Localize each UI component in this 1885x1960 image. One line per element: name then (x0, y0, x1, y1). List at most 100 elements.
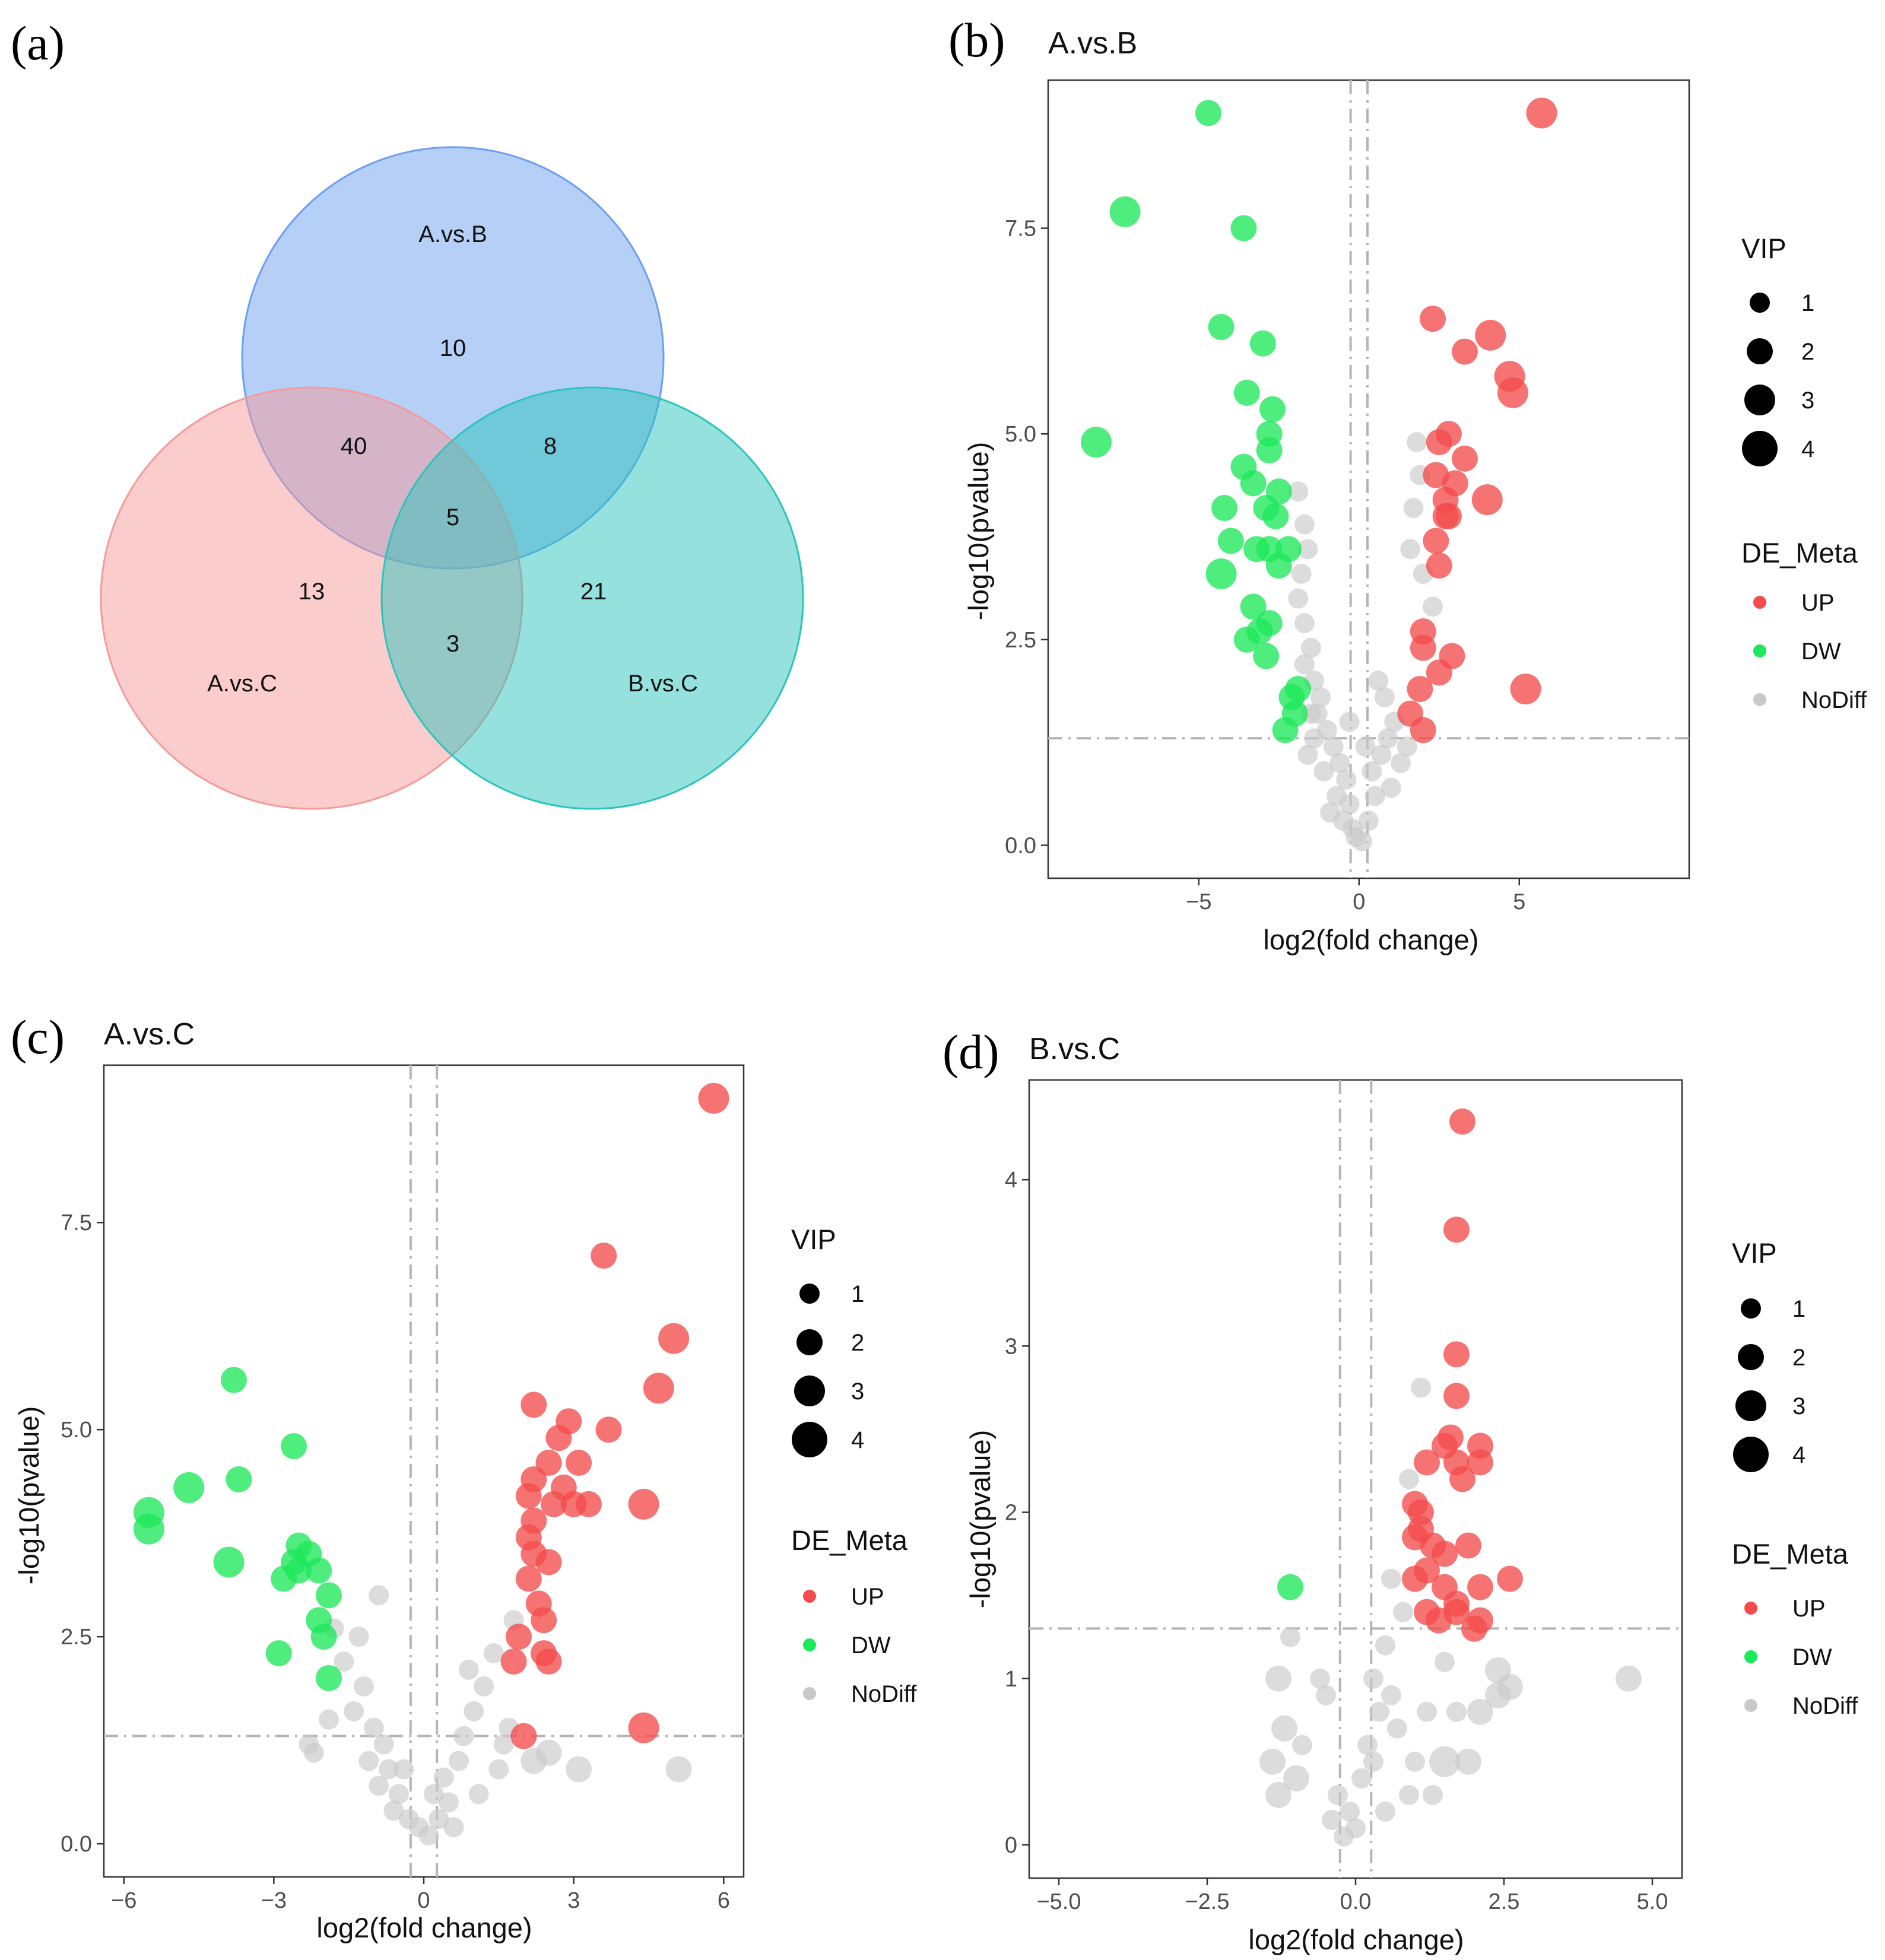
x-tick-label: 6 (718, 1888, 730, 1913)
point-up (1475, 319, 1506, 351)
point-up (1449, 1466, 1475, 1492)
point-up (1467, 1574, 1493, 1600)
point-up (1426, 552, 1452, 579)
point-up (1449, 1108, 1475, 1135)
point-nodiff (1381, 777, 1401, 798)
point-dw (306, 1557, 332, 1584)
point-nodiff (1310, 1668, 1330, 1689)
point-nodiff (1297, 745, 1318, 765)
venn-count-ac-only: 13 (299, 579, 325, 605)
point-nodiff (566, 1756, 592, 1783)
point-nodiff (458, 1660, 479, 1681)
panel-a-letter: (a) (11, 16, 65, 70)
x-tick-label: 3 (567, 1888, 580, 1913)
point-nodiff (1294, 654, 1315, 675)
panel-c: (c) A.vs.C −6 −3 0 3 6 0.0 2.5 5.0 7.5 log2(fold… (11, 1010, 917, 1943)
legend-d: VIP DE_Meta 1 2 3 4 UP DW NoDiff (1732, 1237, 1858, 1719)
point-nodiff (1407, 432, 1427, 453)
point-nodiff (1375, 1635, 1395, 1656)
point-nodiff (1280, 1627, 1300, 1647)
panel-c-letter: (c) (11, 1010, 65, 1064)
point-nodiff (1616, 1665, 1642, 1692)
legend-de-label: UP (851, 1584, 884, 1610)
point-nodiff (1378, 728, 1398, 749)
point-nodiff (1352, 831, 1373, 852)
x-tick-label: −5.0 (1036, 1889, 1081, 1914)
point-nodiff (429, 1809, 449, 1829)
venn-count-ac-bc: 3 (446, 631, 459, 657)
legend-vip-label: 2 (1801, 339, 1814, 365)
point-dw (213, 1546, 245, 1578)
point-up (1497, 1565, 1523, 1592)
legend-de-label: NoDiff (1792, 1693, 1858, 1719)
x-tick-label: 2.5 (1489, 1889, 1520, 1914)
legend-de-key (1744, 1699, 1757, 1712)
venn-count-ab-only: 10 (440, 335, 467, 361)
point-up (575, 1491, 602, 1517)
point-up (1443, 1341, 1470, 1368)
x-tick-label: −3 (261, 1888, 287, 1913)
legend-b: VIP DE_Meta 1 2 3 4 UP DW NoDiff (1741, 233, 1867, 713)
legend-de-label: NoDiff (1801, 687, 1867, 713)
point-nodiff (1391, 752, 1411, 773)
point-up (566, 1450, 592, 1476)
point-nodiff (474, 1676, 494, 1697)
point-up (591, 1243, 617, 1269)
point-nodiff (1364, 786, 1385, 806)
point-up (1402, 1565, 1428, 1592)
point-dw (133, 1513, 164, 1545)
point-up (515, 1565, 542, 1592)
legend-de-key (1744, 1602, 1757, 1615)
point-dw (271, 1565, 297, 1592)
point-nodiff (448, 1751, 469, 1771)
y-tick-label: 2 (1005, 1501, 1017, 1526)
point-nodiff (1334, 1826, 1354, 1847)
point-up (1443, 1216, 1470, 1243)
panel-b: (b) A.vs.B −5 0 5 0.0 2.5 5.0 7.5 log2(fold ch… (948, 13, 1867, 955)
panel-d-title: B.vs.C (1029, 1032, 1120, 1066)
venn-count-ab-bc: 8 (544, 433, 557, 459)
plot-b: −5 0 5 0.0 2.5 5.0 7.5 (1005, 79, 1690, 914)
point-nodiff (488, 1759, 509, 1780)
point-nodiff (1297, 539, 1318, 560)
plot-c: −6 −3 0 3 6 0.0 2.5 5.0 7.5 (61, 1064, 745, 1913)
y-tick-label: 3 (1005, 1334, 1017, 1359)
y-tick-label: 0.0 (61, 1832, 92, 1857)
legend-vip-key (1744, 385, 1775, 415)
point-dw (1256, 437, 1283, 463)
legend-vip-key (1735, 1390, 1766, 1421)
point-nodiff (535, 1739, 562, 1766)
panel-d: (d) B.vs.C −5.0 −2.5 0.0 2.5 5.0 0 1 2 3 4 log2(f… (942, 1025, 1858, 1955)
legend-vip-key (796, 1329, 823, 1355)
point-nodiff (443, 1817, 464, 1838)
y-tick-label: 4 (1005, 1168, 1017, 1193)
x-tick-label: −5 (1186, 890, 1211, 914)
legend-vip-label: 4 (851, 1427, 864, 1453)
point-nodiff (388, 1784, 409, 1805)
legend-vip-label: 1 (851, 1281, 864, 1307)
point-nodiff (453, 1726, 474, 1746)
legend-vip-label: 3 (1801, 387, 1814, 414)
legend-vip-label: 3 (851, 1378, 864, 1405)
legend-de-label: DW (1801, 638, 1841, 665)
point-nodiff (1288, 588, 1309, 609)
y-tick-label: 7.5 (61, 1211, 92, 1235)
legend-de-key (1753, 644, 1766, 657)
point-nodiff (1411, 1377, 1431, 1398)
legend-de-key (803, 1590, 816, 1603)
point-nodiff (1381, 1685, 1401, 1705)
point-up (535, 1549, 562, 1575)
point-dw (310, 1624, 337, 1650)
point-nodiff (1328, 1784, 1348, 1805)
legend-vip-label: 2 (1792, 1345, 1805, 1371)
point-nodiff (1405, 1751, 1425, 1772)
legend-c-de-title: DE_Meta (791, 1524, 908, 1556)
point-dw (173, 1472, 205, 1503)
point-nodiff (1271, 1715, 1297, 1742)
point-up (1443, 1383, 1470, 1409)
legend-de-label: UP (1792, 1596, 1826, 1622)
point-nodiff (1288, 481, 1309, 502)
point-nodiff (665, 1756, 692, 1783)
point-up (698, 1082, 729, 1114)
point-nodiff (1375, 687, 1395, 707)
